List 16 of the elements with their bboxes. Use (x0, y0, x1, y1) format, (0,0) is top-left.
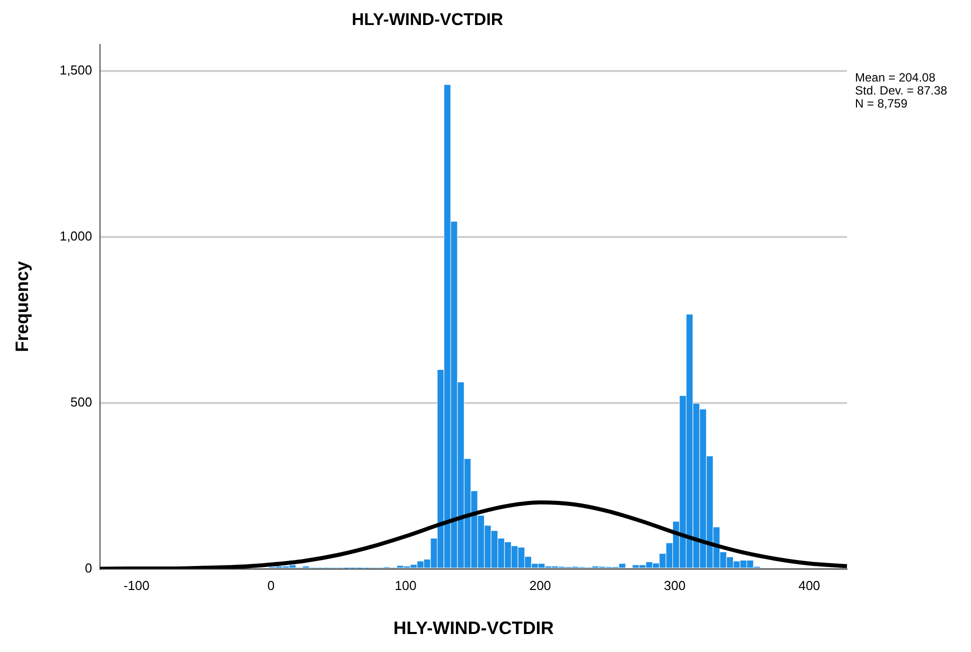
x-tick-label: 400 (798, 578, 820, 594)
y-axis-title: Frequency (12, 261, 32, 352)
text: Std. Dev. = 87.38 (855, 84, 948, 98)
y-tick-label: 500 (70, 394, 92, 410)
x-tick-label: 100 (394, 578, 416, 594)
y-tick-label: 1,500 (60, 62, 92, 78)
x-tick-label: -100 (123, 578, 150, 594)
x-tick-label: 0 (267, 578, 275, 594)
x-tick-label: 200 (529, 578, 552, 594)
text: Mean = 204.08 (855, 70, 936, 85)
x-axis-title: HLY-WIND-VCTDIR (393, 618, 554, 638)
text: N = 8,759 (855, 96, 908, 111)
y-tick-label: 0 (84, 560, 92, 576)
chart-title: HLY-WIND-VCTDIR (352, 10, 504, 29)
y-tick-label: 1,000 (60, 228, 92, 244)
x-tick-label: 300 (664, 578, 686, 594)
